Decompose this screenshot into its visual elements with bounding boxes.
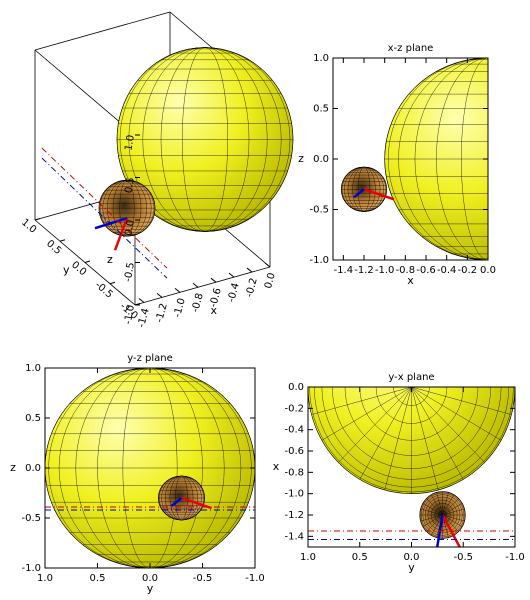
x-tick-label: -1.2 bbox=[154, 302, 170, 324]
y-tick-label: -0.2 bbox=[284, 403, 304, 414]
x-tick-label: -0.6 bbox=[416, 265, 436, 276]
y-axis-label: x bbox=[273, 460, 280, 473]
y-tick-label: 0.0 bbox=[288, 382, 304, 393]
y-tick-label: -1.0 bbox=[309, 255, 329, 266]
plot-area bbox=[45, 368, 255, 568]
vector bbox=[441, 514, 462, 547]
x-axis-label: y bbox=[408, 561, 415, 574]
box-edge bbox=[34, 49, 136, 136]
panel-3d: -1.4 -1.2 -1.0 -0.8 -0.6 -0.4 -0.2 0.01.00.50.0… bbox=[19, 11, 294, 329]
x-tick-label: -0.4 bbox=[226, 282, 242, 304]
y-tick-label: 0.5 bbox=[25, 413, 41, 424]
x-tick-label: -1.4 bbox=[136, 307, 152, 329]
vector bbox=[353, 188, 365, 199]
y-tick-label: -1.0 bbox=[21, 563, 41, 574]
vector bbox=[170, 497, 183, 507]
x-tick-label: 0.0 bbox=[142, 573, 158, 584]
y-tick bbox=[109, 281, 116, 285]
x-tick-label: -1.0 bbox=[375, 265, 395, 276]
y-tick-label: 0.0 bbox=[25, 463, 41, 474]
x-tick-label: 0.5 bbox=[352, 552, 368, 563]
x-tick-label: -0.8 bbox=[396, 265, 416, 276]
y-tick-label: 1.0 bbox=[313, 53, 329, 64]
x-tick bbox=[174, 287, 181, 293]
z-axis-label: z bbox=[107, 253, 113, 266]
x-tick-label: 1.0 bbox=[37, 573, 53, 584]
x-tick-label: -1.0 bbox=[245, 573, 265, 584]
x-tick bbox=[228, 272, 235, 278]
panel: 1.0 0.5 0.0 -0.5 -1.0 0.0 -0.2 -0.4 -0.6 -0.8 -1.0… bbox=[273, 372, 525, 574]
y-tick bbox=[34, 218, 41, 221]
x-tick-label: -0.5 bbox=[453, 552, 473, 563]
x-tick bbox=[156, 293, 163, 298]
x-tick-label: 0.0 bbox=[480, 265, 496, 276]
y-tick-label: -0.5 bbox=[93, 280, 115, 301]
y-tick-label: 0.5 bbox=[313, 104, 329, 115]
vector bbox=[435, 514, 444, 547]
y-axis-label: y bbox=[63, 264, 70, 277]
x-tick-label: -1.0 bbox=[172, 297, 188, 319]
z-tick-label: 0.0 bbox=[123, 219, 137, 237]
x-tick bbox=[138, 298, 145, 303]
z-tick-label: 0.5 bbox=[123, 177, 137, 195]
chart-title: y-z plane bbox=[127, 353, 173, 364]
x-tick-label: -0.2 bbox=[244, 277, 260, 299]
chart-title: x-z plane bbox=[388, 43, 434, 54]
x-tick-label: -0.6 bbox=[208, 287, 224, 309]
panel: -1.4 -1.2 -1.0 -0.8 -0.6 -0.4 -0.2 0.01.00.50.0… bbox=[298, 43, 496, 287]
y-tick-label: -1.4 bbox=[284, 531, 304, 542]
x-tick bbox=[246, 267, 253, 273]
x-tick bbox=[192, 282, 199, 288]
x-tick-label: -0.2 bbox=[458, 265, 478, 276]
x-tick bbox=[264, 262, 271, 268]
vector bbox=[94, 216, 128, 230]
x-tick-label: -0.8 bbox=[190, 292, 206, 314]
z-tick-label: 1.0 bbox=[123, 134, 137, 152]
x-tick-label: -1.4 bbox=[334, 265, 354, 276]
vector bbox=[363, 188, 395, 201]
y-tick bbox=[84, 260, 91, 263]
x-tick bbox=[210, 277, 217, 283]
x-tick-label: -0.5 bbox=[193, 573, 213, 584]
z-tick-label: -1.0 bbox=[123, 304, 137, 325]
x-tick-label: -0.4 bbox=[437, 265, 457, 276]
x-axis-label: x bbox=[407, 274, 414, 287]
box-edge bbox=[134, 266, 271, 306]
y-tick-label: -1.2 bbox=[284, 510, 304, 521]
y-tick-label: 1.0 bbox=[25, 363, 41, 374]
x-tick-label: 0.0 bbox=[404, 552, 420, 563]
x-tick-label: -1.0 bbox=[505, 552, 525, 563]
reference-line bbox=[41, 147, 168, 269]
x-tick-label: 1.0 bbox=[300, 552, 316, 563]
reference-line bbox=[41, 157, 168, 279]
plot-area bbox=[308, 387, 515, 547]
x-tick-label: 0.0 bbox=[263, 272, 278, 290]
y-tick-label: -0.4 bbox=[284, 425, 304, 436]
y-axis-label: z bbox=[298, 152, 304, 165]
box-edge bbox=[34, 11, 171, 51]
y-tick-label: -0.6 bbox=[284, 446, 304, 457]
y-tick-label: 0.0 bbox=[313, 154, 329, 165]
y-tick-label: -0.5 bbox=[309, 205, 329, 216]
y-axis-label: z bbox=[10, 461, 16, 474]
y-tick-label: -0.5 bbox=[21, 513, 41, 524]
x-axis-label: x bbox=[211, 304, 218, 317]
y-tick-label: -1.0 bbox=[284, 489, 304, 500]
z-tick-label: -0.5 bbox=[123, 262, 137, 283]
chart-title: y-x plane bbox=[388, 372, 434, 383]
plot-area bbox=[340, 58, 488, 260]
y-tick-label: -0.8 bbox=[284, 467, 304, 478]
vector bbox=[181, 496, 212, 510]
panel: 1.0 0.5 0.0 -0.5 -1.01.00.50.0-0.5-1.0y-z pl… bbox=[10, 353, 265, 595]
x-axis-label: y bbox=[147, 582, 154, 595]
x-tick-label: -1.2 bbox=[354, 265, 374, 276]
x-tick-label: 0.5 bbox=[90, 573, 106, 584]
y-tick bbox=[59, 239, 66, 242]
